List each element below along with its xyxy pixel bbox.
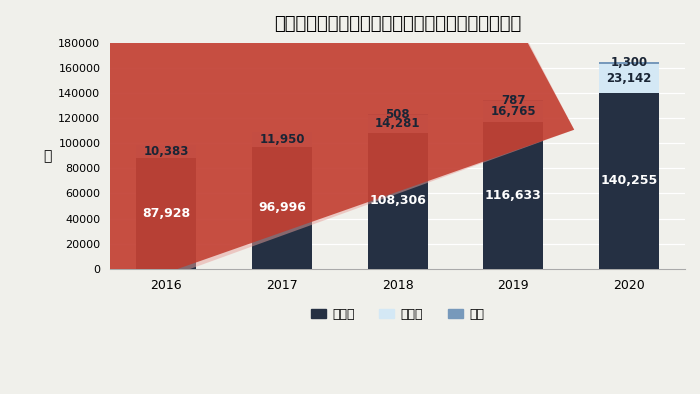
FancyArrowPatch shape bbox=[0, 0, 574, 394]
Bar bbox=[483, 101, 543, 123]
Bar bbox=[368, 115, 428, 133]
Text: 108,306: 108,306 bbox=[369, 194, 426, 207]
Bar bbox=[598, 93, 659, 269]
Bar bbox=[368, 114, 428, 115]
Text: 11,950: 11,950 bbox=[259, 133, 304, 146]
Bar bbox=[252, 132, 312, 147]
Legend: 小学校, 中学校, 高校: 小学校, 中学校, 高校 bbox=[306, 303, 489, 326]
Bar bbox=[598, 62, 659, 64]
Bar bbox=[368, 133, 428, 269]
Text: 96,996: 96,996 bbox=[258, 201, 306, 214]
Title: 通級指導を受けている児童生徒数は約３万人増えた: 通級指導を受けている児童生徒数は約３万人増えた bbox=[274, 15, 522, 33]
Text: 508: 508 bbox=[385, 108, 410, 121]
Text: 10,383: 10,383 bbox=[144, 145, 189, 158]
Text: 16,765: 16,765 bbox=[491, 105, 536, 118]
Text: 23,142: 23,142 bbox=[606, 72, 652, 85]
Text: 116,633: 116,633 bbox=[485, 189, 542, 202]
Bar bbox=[483, 123, 543, 269]
Text: 14,281: 14,281 bbox=[374, 117, 420, 130]
Text: 87,928: 87,928 bbox=[142, 207, 190, 220]
Bar bbox=[136, 158, 197, 269]
Y-axis label: 人: 人 bbox=[43, 149, 51, 163]
Bar bbox=[598, 64, 659, 93]
Text: 140,255: 140,255 bbox=[600, 174, 657, 187]
Bar bbox=[252, 147, 312, 269]
Text: 1,300: 1,300 bbox=[610, 56, 648, 69]
Text: 787: 787 bbox=[501, 95, 526, 108]
Bar bbox=[483, 100, 543, 101]
Bar bbox=[136, 145, 197, 158]
FancyArrowPatch shape bbox=[0, 0, 574, 394]
